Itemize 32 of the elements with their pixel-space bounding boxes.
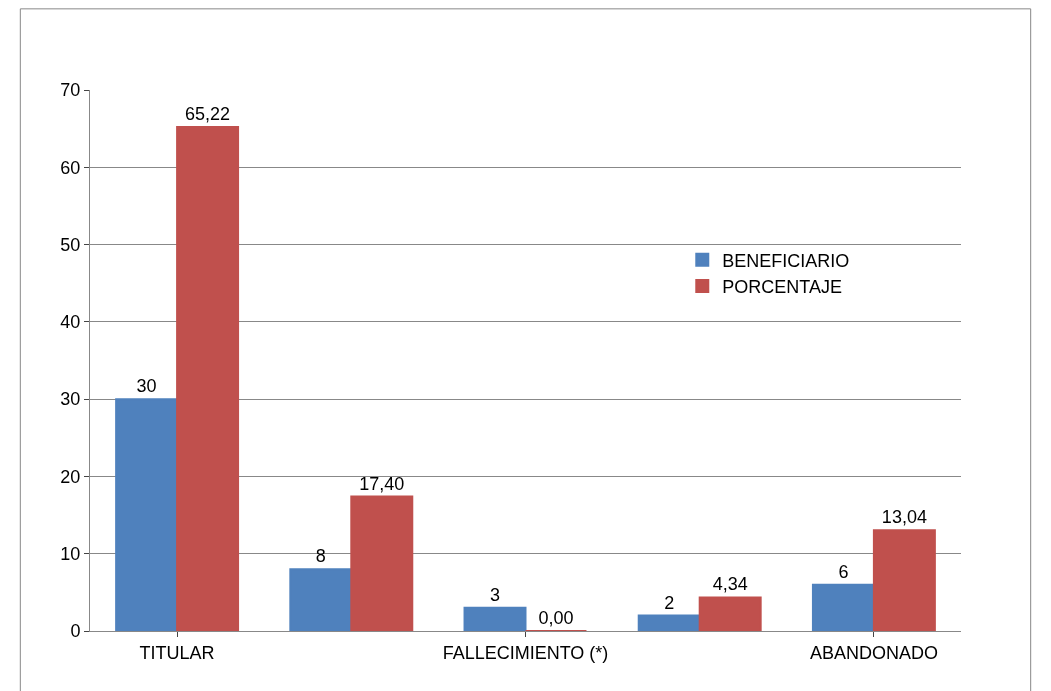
y-tick-label: 30 <box>60 389 81 410</box>
data-label: 8 <box>315 546 326 567</box>
y-tick-label: 40 <box>60 312 81 333</box>
y-tick-label: 0 <box>70 621 81 642</box>
x-tick-label: FALLECIMIENTO (*) <box>442 642 609 663</box>
y-tick-label: 10 <box>60 544 81 565</box>
data-label: 30 <box>136 376 157 397</box>
data-label: 3 <box>490 584 501 605</box>
bar <box>463 606 527 631</box>
bar <box>637 614 701 631</box>
bar <box>698 596 762 631</box>
x-tick-label: TITULAR <box>139 642 215 663</box>
legend-label: PORCENTAJE <box>722 277 842 298</box>
bar <box>350 495 414 631</box>
y-tick-label: 20 <box>60 466 81 487</box>
y-tick-label: 50 <box>60 234 81 255</box>
y-tick-label: 60 <box>60 157 81 178</box>
x-tick-label: ABANDONADO <box>809 642 938 663</box>
bar <box>176 125 240 631</box>
data-label: 65,22 <box>185 103 231 124</box>
legend-label: BENEFICIARIO <box>722 250 850 271</box>
data-label: 0,00 <box>538 608 574 628</box>
bar <box>811 583 875 631</box>
data-label: 2 <box>664 592 675 613</box>
data-label: 13,04 <box>881 507 927 528</box>
y-tick-label: 70 <box>60 80 81 101</box>
data-label: 17,40 <box>359 473 405 494</box>
bar <box>115 398 179 631</box>
data-label: 4,34 <box>712 574 748 595</box>
bar <box>872 529 936 631</box>
data-label: 6 <box>838 561 849 582</box>
bar <box>289 568 353 631</box>
